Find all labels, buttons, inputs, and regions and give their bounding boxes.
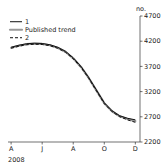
legend: 1Published trend2 bbox=[10, 18, 76, 42]
x-axis bbox=[8, 142, 140, 143]
y-tick-label: 4200 bbox=[144, 37, 161, 45]
y-tick bbox=[140, 66, 143, 67]
legend-swatch bbox=[10, 29, 22, 31]
legend-label: 1 bbox=[25, 18, 29, 26]
y-tick-label: 2700 bbox=[144, 113, 161, 121]
plot-area bbox=[11, 43, 135, 122]
x-tick-label: A bbox=[71, 145, 76, 153]
y-axis bbox=[140, 16, 141, 142]
y-tick-label: 4700 bbox=[144, 12, 161, 20]
x-tick-label: J bbox=[40, 145, 43, 153]
y-tick bbox=[140, 116, 143, 117]
line-series bbox=[11, 44, 135, 122]
y-tick-label: 2200 bbox=[144, 138, 161, 146]
chart: 2200 2700 3200 3700 4200 4700 A J A O D 2008 no. 1Pub… bbox=[0, 0, 166, 166]
line-series bbox=[11, 43, 135, 120]
y-tick bbox=[140, 142, 143, 143]
y-tick bbox=[140, 41, 143, 42]
x-tick-label: O bbox=[102, 145, 107, 153]
line-series bbox=[11, 44, 135, 121]
y-tick-label: 3200 bbox=[144, 88, 161, 96]
legend-swatch bbox=[10, 21, 22, 22]
y-tick bbox=[140, 91, 143, 92]
title: no. bbox=[136, 5, 146, 13]
x-tick-label: D bbox=[133, 145, 138, 153]
y-tick-label: 3700 bbox=[144, 63, 161, 71]
legend-label: Published trend bbox=[25, 26, 76, 34]
x-tick-label: A bbox=[9, 145, 14, 153]
y-tick bbox=[140, 16, 143, 17]
legend-label: 2 bbox=[25, 34, 29, 42]
x-label: 2008 bbox=[8, 156, 25, 164]
legend-swatch bbox=[10, 37, 22, 38]
